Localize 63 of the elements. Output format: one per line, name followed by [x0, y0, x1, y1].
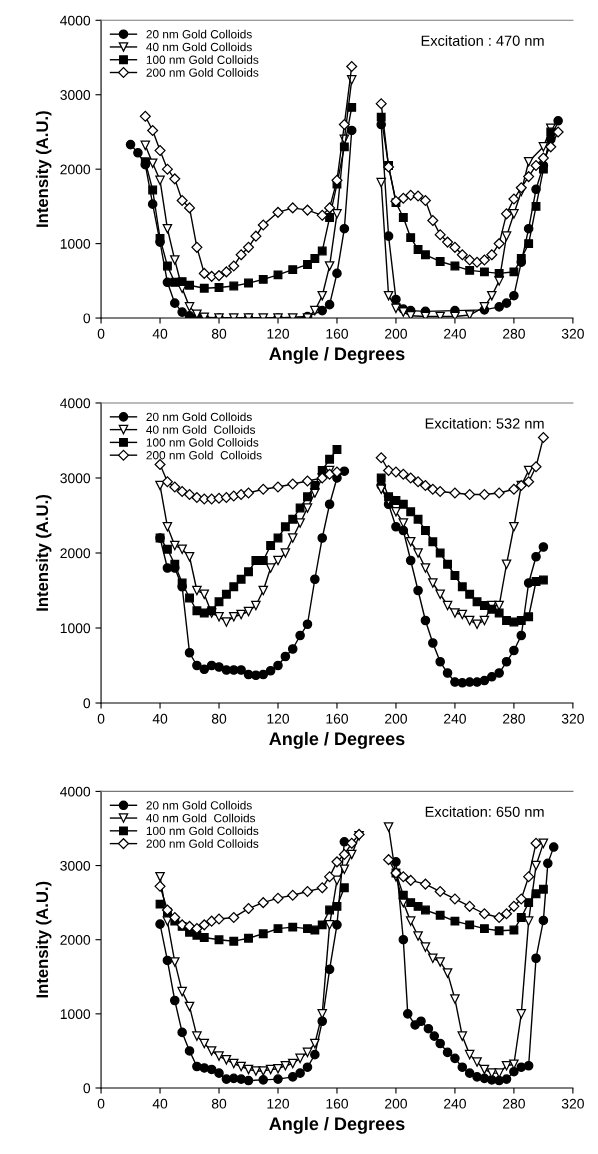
- x-axis-title: Angle / Degrees: [269, 731, 405, 749]
- x-tick-label: 0: [97, 328, 105, 339]
- legend-label: 20 nm Gold Colloids: [146, 29, 252, 39]
- x-tick-label: 0: [97, 1098, 105, 1109]
- x-tick-label: 160: [326, 328, 349, 339]
- x-tick-label: 120: [267, 1098, 290, 1109]
- x-tick-label: 40: [152, 713, 168, 724]
- legend-label: 200 nm Gold Colloids: [146, 450, 262, 460]
- y-tick-label: 0: [83, 1083, 91, 1094]
- x-tick-label: 280: [503, 328, 525, 339]
- x-axis-title: Angle / Degrees: [269, 1116, 405, 1134]
- x-tick-label: 40: [152, 1098, 168, 1109]
- legend-label: 40 nm Gold Colloids: [146, 42, 252, 52]
- x-tick-label: 40: [152, 328, 168, 339]
- y-axis-title: Intensity (A.U.): [35, 495, 52, 611]
- y-tick-label: 2000: [60, 935, 91, 945]
- x-tick-label: 80: [211, 328, 227, 339]
- annotation: Excitation : 470 nm: [421, 35, 544, 46]
- x-axis-title: Angle / Degrees: [269, 346, 405, 364]
- x-tick-label: 80: [211, 713, 227, 724]
- x-tick-label: 200: [385, 713, 407, 724]
- legend-label: 40 nm Gold Colloids: [146, 813, 256, 823]
- legend-label: 100 nm Gold Colloids: [146, 826, 259, 836]
- x-tick-label: 160: [326, 713, 349, 724]
- x-tick-label: 280: [503, 1098, 525, 1109]
- x-tick-label: 240: [444, 1098, 466, 1109]
- y-tick-label: 3000: [60, 473, 91, 484]
- y-tick-label: 0: [83, 313, 91, 324]
- x-tick-label: 120: [267, 328, 290, 339]
- y-tick-label: 2000: [60, 548, 91, 559]
- x-tick-label: 240: [444, 328, 466, 339]
- y-tick-label: 0: [83, 698, 91, 709]
- x-tick-label: 80: [211, 1098, 227, 1109]
- legend-label: 100 nm Gold Colloids: [146, 55, 259, 64]
- x-tick-label: 200: [385, 328, 407, 339]
- y-tick-label: 3000: [60, 90, 91, 100]
- x-tick-label: 320: [561, 713, 584, 724]
- legend-label: 20 nm Gold Colloids: [146, 800, 252, 810]
- x-tick-label: 160: [326, 1098, 349, 1109]
- y-tick-label: 1000: [60, 623, 91, 634]
- x-tick-label: 240: [444, 713, 466, 724]
- legend-label: 20 nm Gold Colloids: [146, 412, 252, 422]
- legend-label: 200 nm Gold Colloids: [146, 839, 259, 848]
- y-tick-label: 4000: [60, 15, 91, 26]
- x-tick-label: 280: [503, 713, 525, 724]
- y-tick-label: 3000: [60, 860, 91, 871]
- x-tick-label: 200: [385, 1098, 407, 1109]
- y-tick-label: 2000: [60, 164, 91, 175]
- y-tick-label: 4000: [60, 398, 91, 409]
- legend-label: 100 nm Gold Colloids: [146, 437, 259, 447]
- annotation: Excitation: 650 nm: [425, 806, 544, 817]
- x-tick-label: 320: [561, 328, 584, 339]
- legend-label: 200 nm Gold Colloids: [146, 68, 259, 77]
- legend-label: 40 nm Gold Colloids: [146, 425, 256, 434]
- y-axis-title: Intensity (A.U.): [35, 111, 52, 227]
- y-tick-label: 1000: [60, 1009, 91, 1020]
- y-axis-title: Intensity (A.U.): [35, 881, 52, 998]
- x-tick-label: 120: [267, 713, 290, 724]
- annotation: Excitation: 532 nm: [425, 417, 544, 429]
- y-tick-label: 1000: [60, 238, 91, 249]
- x-tick-label: 320: [561, 1098, 584, 1109]
- y-tick-label: 4000: [60, 786, 91, 797]
- x-tick-label: 0: [97, 713, 105, 724]
